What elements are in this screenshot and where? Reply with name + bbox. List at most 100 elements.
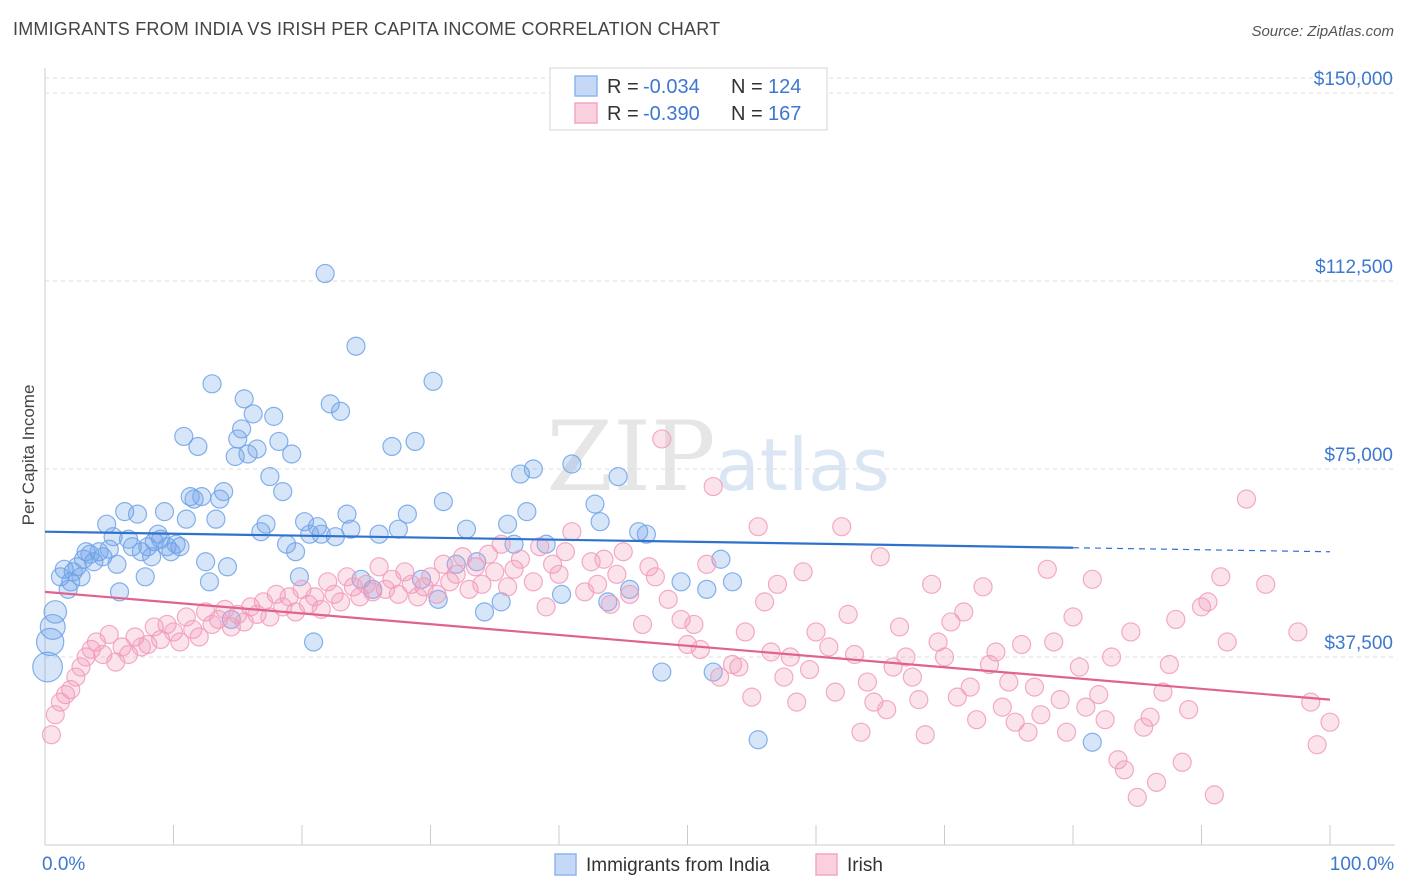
watermark: ZIPatlas: [546, 401, 889, 513]
data-point: [369, 524, 389, 544]
data-point: [523, 459, 543, 479]
data-point: [440, 572, 460, 592]
data-point: [947, 687, 967, 707]
data-point: [703, 476, 723, 497]
data-point: [427, 584, 447, 604]
data-point: [600, 594, 621, 614]
data-point: [587, 574, 608, 594]
data-point: [247, 439, 267, 459]
data-point: [346, 336, 366, 356]
data-point: [851, 722, 871, 742]
data-point: [986, 642, 1006, 662]
x-tick-label: 0.0%: [42, 854, 85, 875]
data-point: [1301, 692, 1321, 712]
data-point: [131, 542, 151, 562]
data-point: [32, 651, 63, 683]
y-tick-label: $37,500: [1324, 633, 1393, 654]
data-point: [1024, 677, 1045, 697]
data-point: [598, 592, 618, 612]
y-axis-tick-labels: $37,500 $75,000 $112,500 $150,000: [1314, 69, 1393, 654]
data-point: [196, 552, 216, 572]
legend-swatch-irish: [815, 853, 838, 876]
data-point: [157, 614, 177, 635]
data-point: [774, 667, 794, 687]
data-point: [742, 687, 762, 707]
data-point: [264, 406, 284, 426]
stats-legend: R = -0.034 N = 124 R = -0.390 N = 167: [549, 67, 828, 131]
data-point: [324, 584, 344, 604]
data-point: [472, 574, 492, 594]
data-point: [754, 592, 775, 612]
data-point: [405, 431, 425, 452]
data-point: [215, 599, 235, 619]
data-point: [71, 657, 91, 677]
trend-lines: [44, 530, 1331, 701]
data-point: [260, 607, 280, 627]
data-point: [282, 444, 302, 464]
chart-title: IMMIGRANTS FROM INDIA VS IRISH PER CAPIT…: [13, 19, 721, 39]
data-point: [112, 637, 132, 657]
data-point: [1011, 634, 1032, 655]
data-point: [620, 579, 640, 599]
data-point: [735, 622, 755, 642]
data-point: [163, 622, 184, 642]
data-point: [1018, 722, 1038, 742]
data-point: [934, 647, 955, 667]
data-point: [645, 567, 665, 587]
data-point: [1031, 705, 1051, 725]
series-legend: Immigrants from India Irish: [554, 853, 883, 876]
data-point: [206, 509, 226, 529]
y-tick-label: $112,500: [1315, 257, 1393, 278]
data-point: [819, 637, 839, 657]
data-point: [433, 554, 453, 574]
data-point: [594, 549, 614, 569]
data-point: [243, 404, 263, 424]
data-point: [330, 401, 351, 421]
data-point: [1095, 710, 1115, 730]
data-point: [1179, 700, 1199, 720]
data-point: [510, 549, 531, 569]
data-point: [465, 557, 486, 577]
data-point: [456, 519, 477, 539]
data-point: [217, 557, 238, 577]
data-point: [330, 592, 351, 612]
data-point: [170, 632, 190, 652]
data-point: [1204, 785, 1224, 805]
watermark-atlas: atlas: [716, 423, 890, 507]
data-point: [151, 529, 171, 549]
data-point: [183, 619, 203, 640]
data-point: [1140, 707, 1160, 727]
data-point: [315, 263, 335, 284]
data-point: [967, 710, 987, 730]
data-point: [1288, 622, 1308, 642]
data-point: [109, 582, 130, 602]
data-point: [420, 567, 441, 587]
trend-line-irish: [44, 590, 1331, 701]
data-point: [273, 481, 293, 502]
data-point: [536, 597, 556, 617]
data-point: [71, 567, 91, 587]
legend-label-irish: Irish: [847, 855, 883, 876]
data-point: [382, 436, 402, 457]
data-point: [1108, 750, 1128, 770]
data-point: [1037, 559, 1057, 579]
data-point: [269, 431, 289, 452]
data-point: [551, 584, 572, 604]
data-point: [877, 700, 897, 720]
data-point: [1005, 712, 1025, 732]
data-point: [350, 587, 370, 607]
data-point: [1320, 712, 1340, 732]
data-point: [1172, 752, 1192, 772]
watermark-zip: ZIP: [546, 401, 715, 513]
data-point: [99, 624, 119, 645]
data-point: [915, 725, 935, 745]
data-point: [138, 634, 158, 655]
data-point: [607, 564, 627, 584]
data-point: [45, 705, 65, 725]
data-point: [66, 667, 86, 687]
legend-swatch-india: [554, 853, 577, 876]
data-point: [748, 730, 768, 750]
data-point: [174, 426, 194, 447]
data-point: [221, 617, 241, 637]
